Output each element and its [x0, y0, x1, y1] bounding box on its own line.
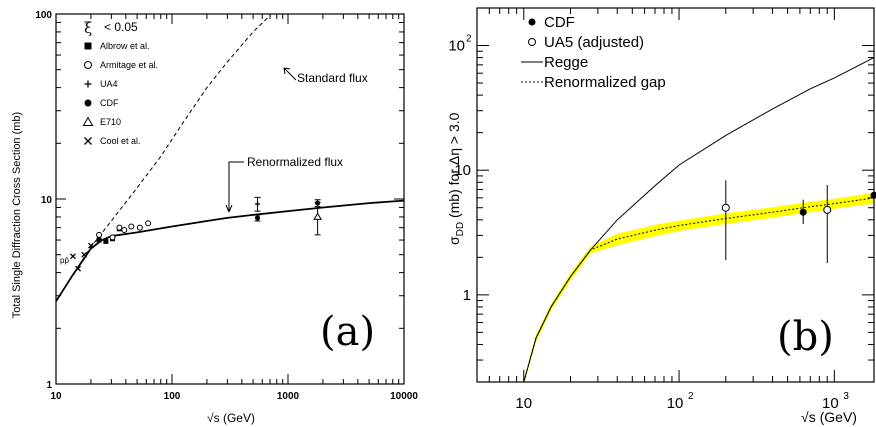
ylabel-rest: (mb) for Δη > 3.0	[446, 112, 462, 222]
data-point-open-triangle	[313, 212, 322, 220]
legend-label-plus: UA4	[100, 79, 118, 89]
standard-flux-curve	[55, 15, 271, 302]
legend-label-open-triangle: E710	[100, 117, 121, 127]
data-point-open-circle	[96, 231, 103, 238]
panel-a-y-tick-label: 10	[41, 195, 53, 206]
data-point-open-circle	[121, 226, 128, 233]
legend-label-dashed-line: Renormalized gap	[544, 74, 666, 91]
data-point-filled-square	[96, 237, 102, 243]
legend-marker-cross	[84, 137, 92, 145]
legend-marker-open-circle	[528, 38, 536, 46]
panel-a-x-tick-label: 10	[50, 391, 62, 402]
legend-label-solid-line: Regge	[544, 54, 588, 71]
panel-a-y-tick-label: 1	[46, 380, 52, 391]
data-point-open-circle	[128, 223, 135, 230]
panel-a-x-tick-label: 10000	[390, 391, 418, 402]
ppbar-annotation: pp̄	[60, 256, 69, 265]
dd-subscript: DD	[455, 222, 466, 236]
legend-marker-filled-circle	[84, 99, 92, 107]
legend-label-open-circle: Armitage et al.	[100, 60, 158, 70]
panel-b-x-tick-exponent: 3	[843, 391, 849, 402]
data-point-open-circle	[145, 220, 152, 227]
renormalized-gap-band	[523, 192, 874, 385]
legend-label-filled-circle: CDF	[544, 14, 575, 31]
panel-a-label: (a)	[320, 309, 375, 355]
panel-b-x-tick-label: 10	[822, 395, 839, 412]
data-point-cross	[69, 253, 76, 260]
panel-a-x-axis-label: √s (GeV)	[207, 411, 255, 425]
data-point-filled-circle	[799, 208, 807, 216]
data-point-cross	[87, 242, 94, 249]
legend-label-open-circle: UA5 (adjusted)	[544, 34, 644, 51]
panel-b-y-tick-exponent: 2	[466, 34, 472, 45]
panel-b-label: (b)	[777, 314, 834, 360]
legend-label-cross: Cool et al.	[100, 136, 141, 146]
legend-label-filled-circle: CDF	[100, 98, 119, 108]
sigma-symbol: σ	[446, 236, 462, 245]
standard-flux-annotation: Standard flux	[297, 71, 368, 85]
data-point-cross	[75, 265, 82, 272]
renormalized-flux-annotation: Renormalized flux	[247, 155, 343, 169]
renormalized-gap-curve	[523, 197, 875, 383]
legend-marker-filled-square	[84, 42, 92, 50]
panel-b-x-tick-label: 10	[667, 395, 684, 412]
legend-label-filled-square: Albrow et al.	[100, 41, 150, 51]
panel-a-y-tick-label: 100	[35, 10, 52, 21]
panel-b-y-tick-label: 1	[463, 287, 471, 304]
data-point-cross	[81, 251, 88, 258]
legend-marker-plus	[84, 80, 92, 88]
panel-b-chart: σDD (mb) for Δη > 3.0 √s (GeV) (b) 10 10 2…	[446, 7, 876, 425]
panel-b-y-tick-label: 10	[454, 162, 471, 179]
xi-cut-text: < 0.05	[104, 20, 138, 34]
legend-marker-open-triangle	[82, 116, 94, 126]
data-point-filled-square	[103, 238, 109, 244]
panel-a-legend-header: ξ < 0.05	[84, 19, 138, 37]
data-point-open-circle	[109, 234, 116, 241]
data-point-open-circle	[116, 224, 123, 231]
data-point-plus	[255, 201, 261, 207]
panel-a-x-tick-label: 100	[164, 391, 181, 402]
xi-symbol: ξ	[84, 19, 92, 37]
data-point-filled-circle	[255, 215, 261, 221]
panel-a-y-axis-label: Total Single Diffraction Cross Section (…	[11, 112, 23, 318]
panel-b-x-axis-label: √s (GeV)	[801, 409, 857, 425]
panel-a-chart: Total Single Diffraction Cross Section (…	[11, 10, 418, 425]
data-point-filled-circle	[870, 191, 876, 199]
data-point-open-circle	[823, 205, 832, 214]
renormalized-flux-arrow	[225, 161, 244, 213]
panel-a-x-tick-label: 1000	[277, 391, 300, 402]
panel-b-x-tick-label: 10	[515, 395, 532, 412]
data-point-open-circle	[721, 203, 730, 212]
standard-flux-arrow	[283, 67, 297, 81]
panel-b-y-tick-label: 10	[448, 38, 465, 55]
renormalized-flux-curve	[55, 199, 405, 302]
panel-b-y-axis-label: σDD (mb) for Δη > 3.0	[446, 112, 466, 245]
data-point-open-circle	[136, 224, 143, 231]
legend-marker-open-circle	[84, 61, 92, 69]
legend-marker-filled-circle	[528, 18, 536, 26]
panel-b-x-tick-exponent: 2	[688, 391, 694, 402]
